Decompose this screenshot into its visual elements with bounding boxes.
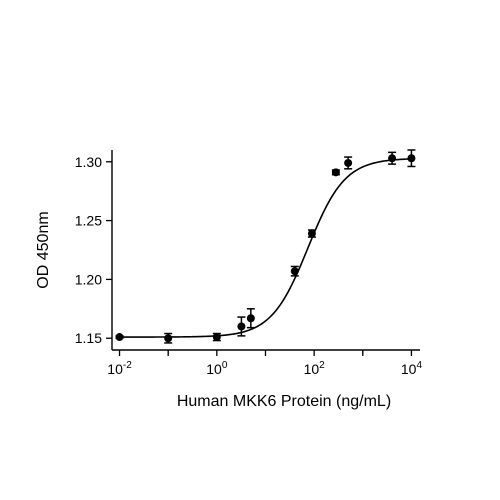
x-tick-label: 102 <box>304 360 326 377</box>
y-tick-label: 1.15 <box>75 330 102 346</box>
data-point <box>290 267 299 276</box>
y-tick-label: 1.20 <box>75 271 102 287</box>
data-point <box>237 322 246 331</box>
y-tick-label: 1.30 <box>75 154 102 170</box>
data-point <box>246 314 255 323</box>
data-point <box>164 334 173 343</box>
x-axis-title: Human MKK6 Protein (ng/mL) <box>177 393 391 410</box>
x-ticks: 10-2 100 102 104 <box>107 350 422 377</box>
data-point <box>212 333 221 342</box>
y-tick-label: 1.25 <box>75 213 102 229</box>
data-point <box>388 154 397 163</box>
data-point <box>331 168 340 177</box>
x-tick-label: 10-2 <box>107 360 132 377</box>
data-points <box>115 149 416 344</box>
x-tick-label: 100 <box>206 360 228 377</box>
data-point <box>307 229 316 238</box>
data-point <box>115 333 124 342</box>
x-tick-label: 104 <box>401 360 423 377</box>
data-point <box>407 154 416 163</box>
fit-curve-group <box>119 158 412 338</box>
y-ticks: 1.15 1.20 1.25 1.30 <box>75 154 112 346</box>
y-axis-title: OD 450nm <box>35 211 52 288</box>
fit-curve <box>119 158 412 338</box>
data-point <box>344 158 353 167</box>
